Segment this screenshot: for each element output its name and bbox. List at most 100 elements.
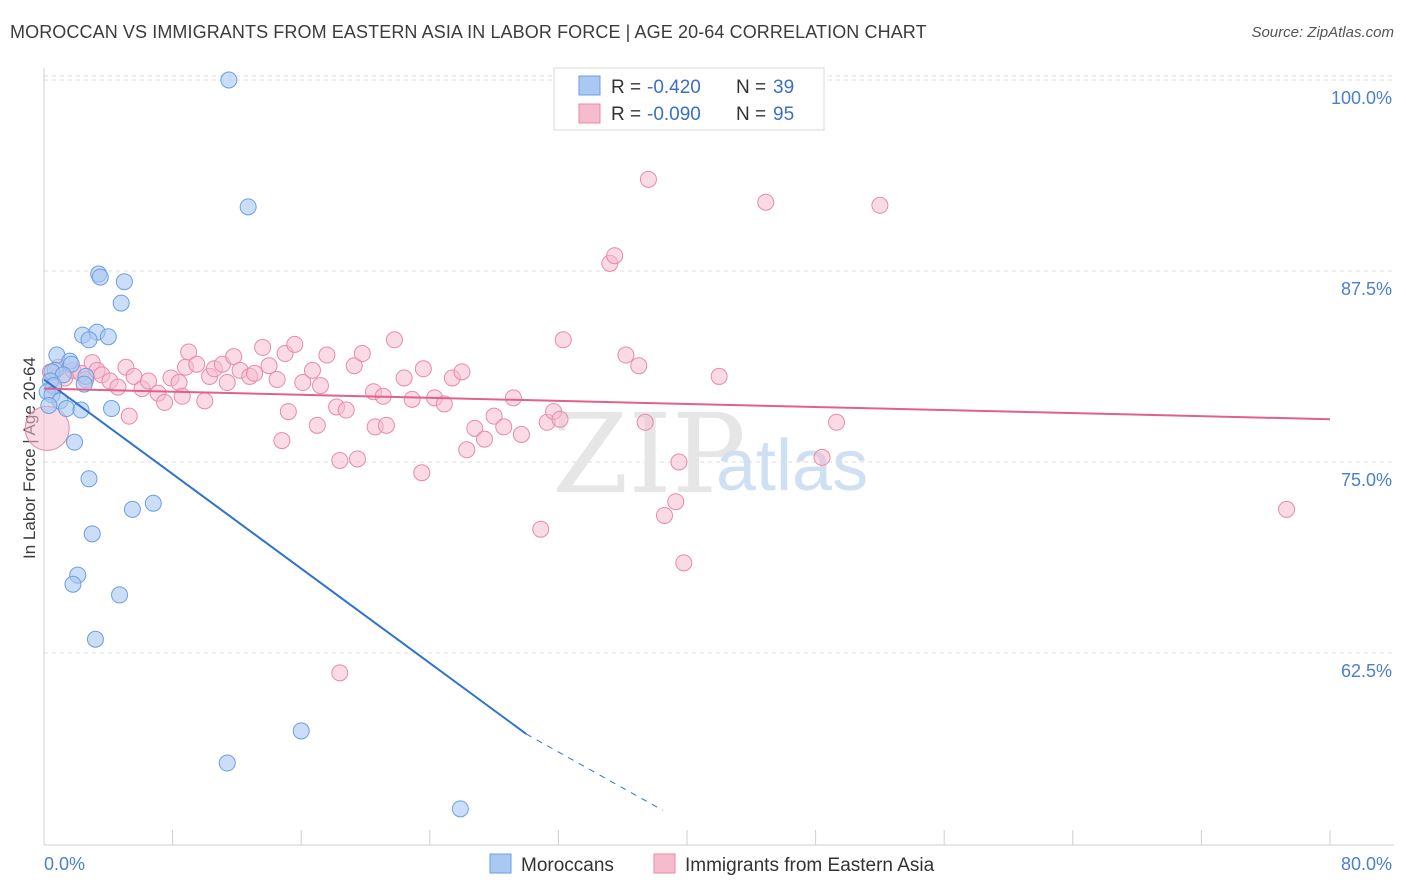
moroccans-point xyxy=(91,268,109,286)
legend-swatch-moroccans xyxy=(578,75,601,96)
immigrants-point xyxy=(636,413,654,431)
grid-lines xyxy=(44,75,1394,654)
x-axis-ticks xyxy=(43,830,1331,845)
legend-n-value-2: 95 xyxy=(773,104,794,125)
immigrants-point xyxy=(435,395,453,413)
immigrants-point xyxy=(311,377,329,395)
immigrants-point xyxy=(757,193,775,211)
watermark-atlas: atlas xyxy=(716,426,868,506)
moroccans-trend-extension xyxy=(526,733,664,811)
immigrants-point xyxy=(377,416,395,434)
immigrants-point xyxy=(495,418,513,436)
immigrants-point xyxy=(156,393,174,411)
immigrants-point xyxy=(630,357,648,375)
moroccans-point xyxy=(66,433,84,451)
immigrants-point xyxy=(303,361,321,379)
immigrants-point xyxy=(188,355,206,373)
immigrants-point xyxy=(196,392,214,410)
immigrants-point xyxy=(458,441,476,459)
immigrants-point xyxy=(871,196,889,214)
legend-n-value-1: 39 xyxy=(773,77,794,98)
immigrants-point xyxy=(414,360,432,378)
legend-swatch-immigrants xyxy=(578,103,601,124)
moroccans-point xyxy=(123,500,141,518)
source-credit: Source: ZipAtlas.com xyxy=(1251,24,1394,41)
moroccans-point xyxy=(64,575,82,593)
immigrants-point xyxy=(308,416,326,434)
immigrants-point xyxy=(710,367,728,385)
immigrants-point xyxy=(268,370,286,388)
immigrants-point xyxy=(331,451,349,469)
immigrants-point xyxy=(403,390,421,408)
immigrants-point xyxy=(675,554,693,572)
immigrants-point xyxy=(395,369,413,387)
immigrants-point xyxy=(532,520,550,538)
legend-box: R = -0.420 N = 39 R = -0.090 N = 95 xyxy=(553,67,825,131)
legend-n-label-1: N = xyxy=(736,77,766,98)
y-tick-label-2: 75.0% xyxy=(1341,470,1392,490)
immigrants-point xyxy=(466,419,484,437)
immigrants-point xyxy=(413,464,431,482)
y-tick-label-3: 62.5% xyxy=(1341,661,1392,681)
immigrants-point xyxy=(173,387,191,405)
immigrants-point xyxy=(109,378,127,396)
immigrants-point xyxy=(485,407,503,425)
immigrants-point xyxy=(254,338,272,356)
bottom-legend-swatch-immigrants xyxy=(653,853,676,874)
immigrants-point xyxy=(813,448,831,466)
immigrants-point xyxy=(453,363,471,381)
immigrants-point xyxy=(639,170,657,188)
moroccans-point xyxy=(75,375,93,393)
legend-r-value-2: -0.090 xyxy=(647,104,701,125)
legend-n-label-2: N = xyxy=(736,104,766,125)
moroccans-point xyxy=(451,800,469,818)
x-tick-label-max: 80.0% xyxy=(1341,854,1392,874)
immigrants-point xyxy=(348,450,366,468)
immigrants-point xyxy=(318,346,336,364)
moroccans-point xyxy=(144,494,162,512)
immigrants-point xyxy=(345,357,363,375)
immigrants-point xyxy=(139,372,157,390)
moroccans-trend-line xyxy=(43,378,527,735)
bottom-legend-swatch-moroccans xyxy=(489,853,512,874)
immigrants-point xyxy=(246,364,264,382)
moroccans-point xyxy=(83,525,101,543)
immigrants-point xyxy=(475,430,493,448)
immigrants-point xyxy=(218,374,236,392)
watermark: ZIP atlas xyxy=(552,390,868,518)
immigrants-point xyxy=(667,493,685,511)
chart-title: MOROCCAN VS IMMIGRANTS FROM EASTERN ASIA… xyxy=(10,22,927,42)
immigrants-point xyxy=(554,331,572,349)
immigrants-point xyxy=(551,410,569,428)
immigrants-point xyxy=(294,374,312,392)
immigrants-point xyxy=(180,343,198,361)
legend-r-value-1: -0.420 xyxy=(647,77,701,98)
moroccans-point xyxy=(40,396,58,414)
trend-lines xyxy=(43,378,1331,811)
y-tick-label-0: 100.0% xyxy=(1331,88,1392,108)
immigrants-point xyxy=(1278,500,1296,518)
moroccans-point xyxy=(80,470,98,488)
moroccans-point xyxy=(72,401,90,419)
moroccans-point xyxy=(111,586,129,604)
x-tick-label-min: 0.0% xyxy=(44,854,85,874)
moroccans-point xyxy=(112,294,130,312)
immigrants-point xyxy=(353,345,371,363)
y-axis-tick-labels: 100.0% 87.5% 75.0% 62.5% xyxy=(1331,88,1392,681)
moroccans-point xyxy=(103,400,121,418)
immigrants-point xyxy=(279,403,297,421)
immigrants-point xyxy=(670,453,688,471)
y-tick-label-1: 87.5% xyxy=(1341,279,1392,299)
y-axis-label: In Labor Force | Age 20-64 xyxy=(20,357,39,559)
legend-r-label-2: R = xyxy=(611,104,641,125)
series-immigrants-eastern-asia-points xyxy=(24,170,1296,682)
immigrants-point xyxy=(331,664,349,682)
immigrants-point xyxy=(606,247,624,265)
immigrants-point xyxy=(504,389,522,407)
immigrants-point xyxy=(286,335,304,353)
immigrants-point xyxy=(337,401,355,419)
legend-r-label-1: R = xyxy=(611,77,641,98)
moroccans-point xyxy=(218,754,236,772)
immigrants-point xyxy=(512,425,530,443)
